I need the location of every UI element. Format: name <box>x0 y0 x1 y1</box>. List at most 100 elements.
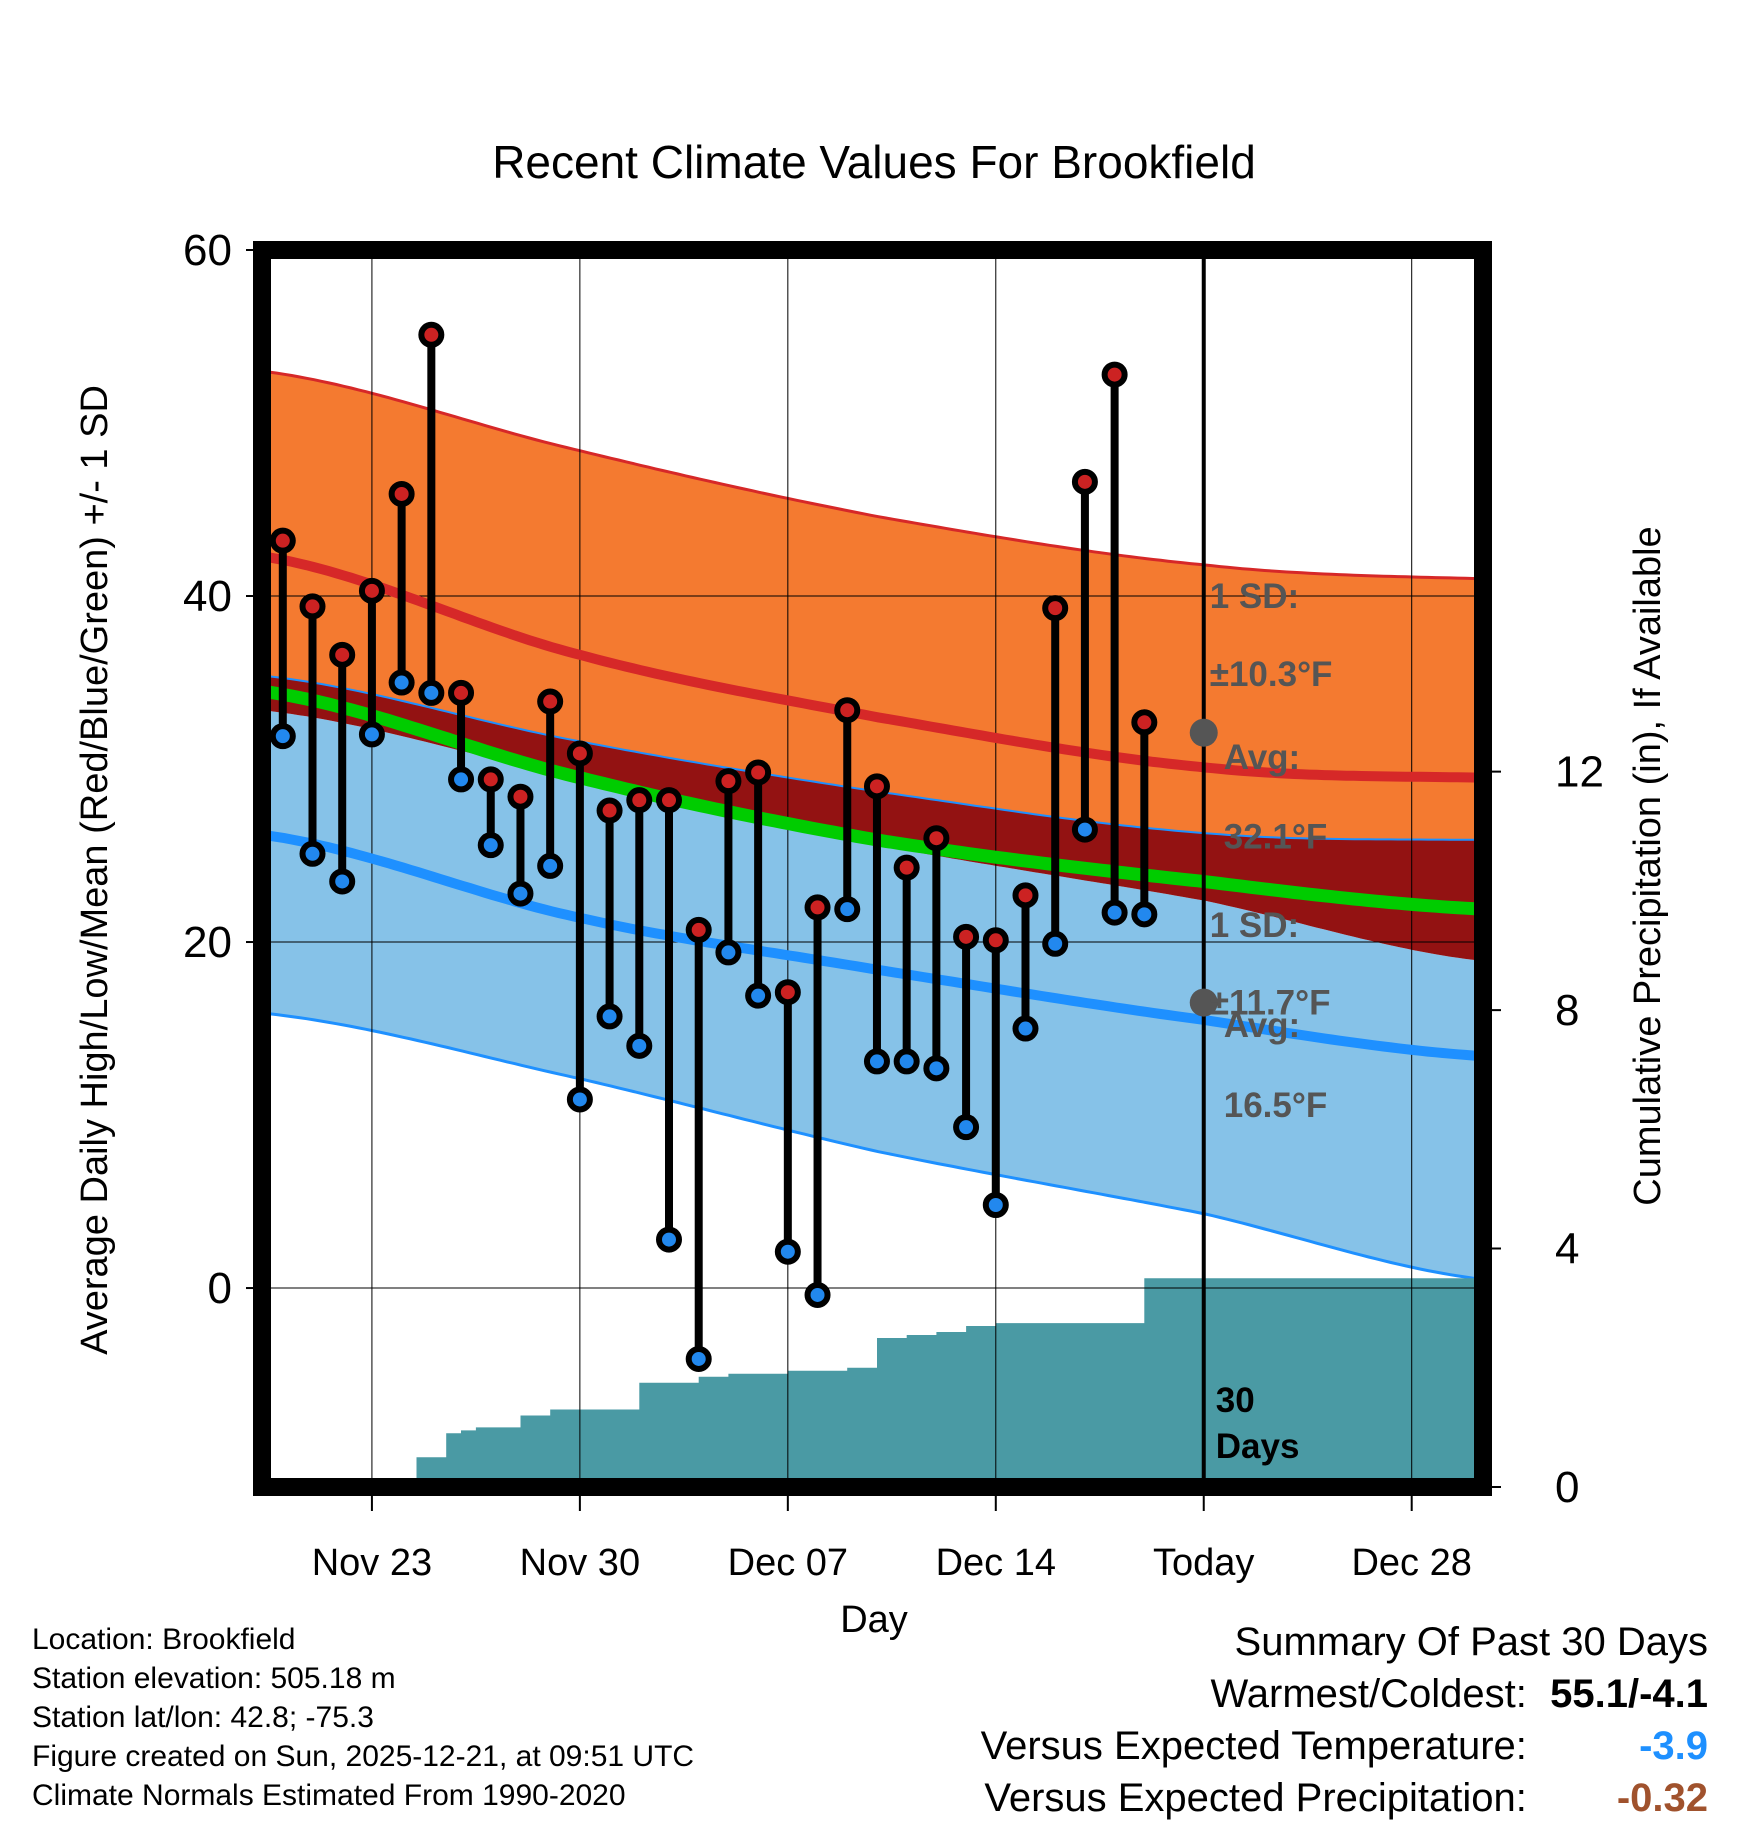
low-point <box>953 1114 980 1141</box>
low-point <box>299 840 326 867</box>
summary-precip-value: -0.32 <box>1616 1776 1708 1820</box>
high-point <box>358 577 385 604</box>
x-tick-label: Nov 23 <box>312 1542 432 1584</box>
station-info: Location: Brookfield Station elevation: … <box>32 1620 694 1815</box>
high-sd-value: ±10.3°F <box>1210 655 1333 694</box>
low-mean-line <box>262 829 1481 1061</box>
info-elevation: Station elevation: 505.18 m <box>32 1662 396 1695</box>
high-upper-line <box>262 369 1481 581</box>
low-point <box>358 721 385 748</box>
y-tick-label: 0 <box>208 1264 232 1313</box>
high-sd-label: 1 SD: <box>1210 577 1299 616</box>
overlap-band <box>262 675 1480 961</box>
info-normals: Climate Normals Estimated From 1990-2020 <box>32 1779 626 1812</box>
low-lower-line <box>262 1011 1481 1281</box>
high-point <box>626 787 653 814</box>
high-point <box>299 593 326 620</box>
low-point <box>1101 899 1128 926</box>
high-point <box>507 783 534 810</box>
low-point <box>269 723 296 750</box>
high-sd-band <box>262 371 1480 840</box>
high-avg-value: 32.1°F <box>1224 818 1328 857</box>
low-point <box>774 1238 801 1265</box>
summary-precip-label: Versus Expected Precipitation: <box>984 1776 1527 1820</box>
high-point <box>1012 882 1039 909</box>
low-point <box>596 1003 623 1030</box>
high-point <box>1071 468 1098 495</box>
y2-axis-label: Cumulative Precipitation (in), If Availa… <box>1627 526 1669 1205</box>
low-avg-value: 16.5°F <box>1224 1086 1328 1125</box>
high-point <box>1101 361 1128 388</box>
low-point <box>566 1086 593 1113</box>
high-point <box>745 759 772 786</box>
low-point <box>418 679 445 706</box>
low-point <box>1131 901 1158 928</box>
high-point <box>715 768 742 795</box>
high-point <box>893 854 920 881</box>
high-point <box>448 679 475 706</box>
summary-title: Summary Of Past 30 Days <box>1234 1620 1708 1664</box>
info-location: Location: Brookfield <box>32 1623 296 1656</box>
low-sd-label: 1 SD: <box>1210 906 1299 945</box>
high-point <box>953 923 980 950</box>
high-point <box>834 697 861 724</box>
days-label-word: Days <box>1216 1427 1300 1466</box>
plot-frame <box>253 241 1492 1496</box>
summary-temp-value: -3.9 <box>1639 1724 1708 1768</box>
today-high-avg-marker <box>1189 718 1218 747</box>
summary-warmest-value: 55.1/-4.1 <box>1550 1672 1708 1716</box>
summary-temp-label: Versus Expected Temperature: <box>980 1724 1527 1768</box>
high-point <box>685 916 712 943</box>
high-point <box>923 825 950 852</box>
low-point <box>1012 1015 1039 1042</box>
low-sd-value: ±11.7°F <box>1210 984 1331 1023</box>
low-point <box>1071 816 1098 843</box>
low-point <box>715 939 742 966</box>
low-point <box>477 832 504 859</box>
low-point <box>745 982 772 1009</box>
low-point <box>329 868 356 895</box>
low-point <box>804 1281 831 1308</box>
high-point <box>388 480 415 507</box>
chart-title: Recent Climate Values For Brookfield <box>492 136 1256 188</box>
precip-area <box>262 1278 1483 1487</box>
low-point <box>923 1055 950 1082</box>
high-point <box>269 527 296 554</box>
low-sd-band <box>262 710 1480 1279</box>
low-point <box>982 1191 1009 1218</box>
high-point <box>596 797 623 824</box>
y2-tick-label: 0 <box>1555 1463 1579 1512</box>
high-point <box>774 979 801 1006</box>
summary-warmest-row: Warmest/Coldest: 55.1/-4.1 <box>981 1668 1709 1720</box>
high-point <box>477 766 504 793</box>
x-axis-label: Day <box>840 1599 908 1641</box>
y-tick-label: 20 <box>183 918 232 967</box>
y2-tick-label: 4 <box>1555 1225 1579 1274</box>
high-point <box>982 927 1009 954</box>
low-point <box>388 669 415 696</box>
low-point <box>685 1345 712 1372</box>
low-point <box>656 1226 682 1253</box>
info-latlon: Station lat/lon: 42.8; -75.3 <box>32 1701 374 1734</box>
y-axis-label: Average Daily High/Low/Mean (Red/Blue/Gr… <box>74 385 116 1355</box>
summary-precip-row: Versus Expected Precipitation: -0.32 <box>981 1772 1708 1824</box>
today-low-avg-marker <box>1189 988 1218 1017</box>
high-point <box>863 773 890 800</box>
days-label-number: 30 <box>1216 1381 1255 1420</box>
low-point <box>893 1048 920 1075</box>
x-tick-label: Today <box>1153 1542 1254 1584</box>
low-point <box>834 896 861 923</box>
low-point <box>863 1048 890 1075</box>
low-point <box>626 1032 653 1059</box>
high-mean-line <box>262 551 1481 783</box>
y2-tick-label: 8 <box>1555 986 1579 1035</box>
low-avg-label: Avg: <box>1224 1006 1300 1045</box>
high-point <box>804 894 831 921</box>
high-avg-label: Avg: <box>1224 738 1300 777</box>
low-point <box>507 880 534 907</box>
x-tick-label: Nov 30 <box>520 1542 640 1584</box>
summary-temp-row: Versus Expected Temperature: -3.9 <box>981 1720 1708 1772</box>
summary-panel: Summary Of Past 30 Days Warmest/Coldest:… <box>981 1616 1708 1824</box>
